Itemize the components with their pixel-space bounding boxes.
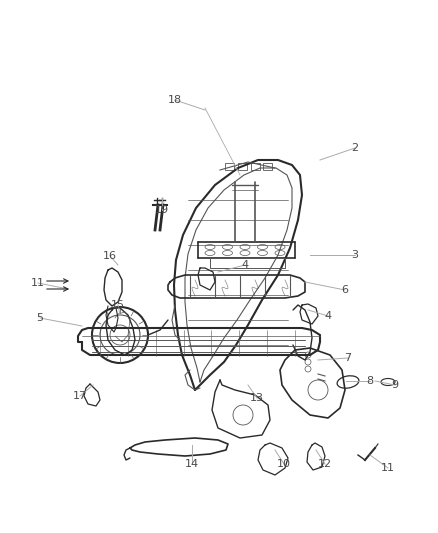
Text: 6: 6 [342,285,349,295]
Text: 18: 18 [168,95,182,105]
Text: 9: 9 [392,380,399,390]
Text: 5: 5 [36,313,43,323]
Text: 13: 13 [250,393,264,403]
Text: 12: 12 [318,459,332,469]
Text: 3: 3 [352,250,358,260]
Text: 8: 8 [367,376,374,386]
Text: 16: 16 [103,251,117,261]
Text: 10: 10 [277,459,291,469]
Bar [251,163,260,170]
Text: 7: 7 [344,353,352,363]
Text: 17: 17 [73,391,87,401]
Bar [238,163,247,170]
Bar [263,163,272,170]
Text: 4: 4 [325,311,332,321]
Text: 11: 11 [31,278,45,288]
Text: 11: 11 [381,463,395,473]
Text: 2: 2 [351,143,359,153]
Text: 14: 14 [185,459,199,469]
Bar [225,163,234,170]
Text: 4: 4 [241,260,248,270]
Text: 15: 15 [111,300,125,310]
Text: 19: 19 [155,205,169,215]
